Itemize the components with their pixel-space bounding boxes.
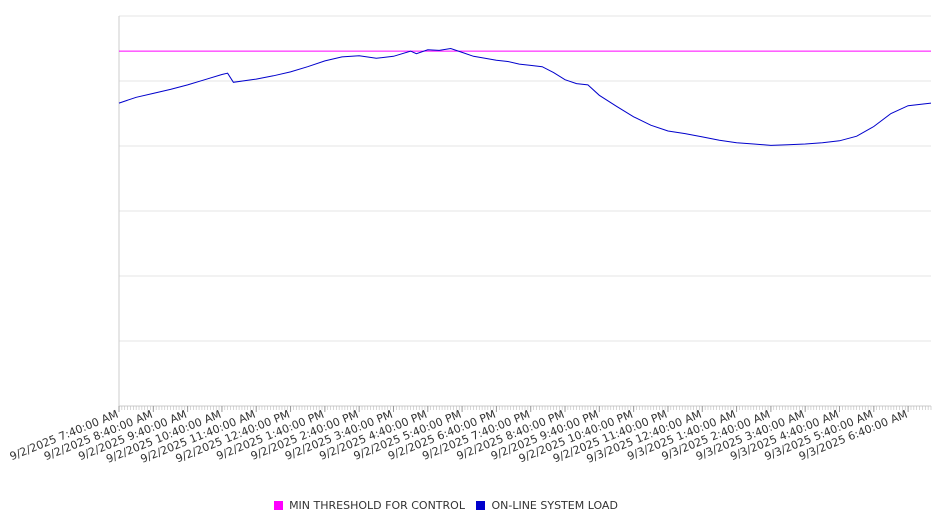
legend-swatch-threshold — [274, 501, 284, 510]
legend-item-system-load[interactable]: ON-LINE SYSTEM LOAD — [476, 499, 618, 512]
legend-label-system-load: ON-LINE SYSTEM LOAD — [491, 499, 618, 512]
x-axis-tick-labels: 9/2/2025 7:40:00 AM9/2/2025 8:40:00 AM9/… — [8, 406, 909, 466]
legend-item-threshold[interactable]: MIN THRESHOLD FOR CONTROL — [274, 499, 465, 512]
legend-swatch-system-load — [476, 501, 486, 510]
chart-series — [118, 47, 932, 146]
chart-legend: MIN THRESHOLD FOR CONTROL ON-LINE SYSTEM… — [0, 499, 892, 513]
series-line-system-load — [118, 47, 932, 146]
legend-label-threshold: MIN THRESHOLD FOR CONTROL — [289, 499, 465, 512]
chart-gridlines — [119, 15, 931, 342]
x-axis-minor-ticks — [118, 406, 932, 410]
